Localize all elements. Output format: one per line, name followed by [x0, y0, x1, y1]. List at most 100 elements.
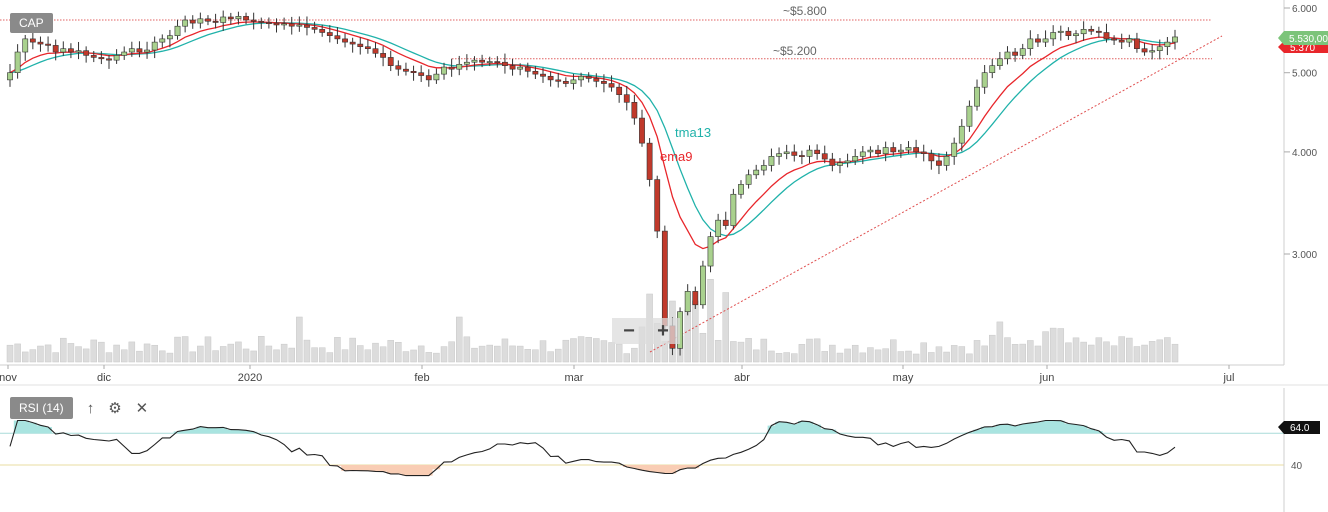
candle-body — [974, 86, 980, 107]
rsi-line — [9, 419, 1176, 477]
volume-bar — [67, 343, 75, 363]
volume-bar — [1019, 343, 1026, 363]
gear-icon[interactable]: ⚙ — [108, 399, 122, 417]
volume-bar — [783, 352, 790, 363]
volume-bar — [570, 338, 577, 363]
zoom-in-button[interactable]: + — [657, 319, 669, 342]
volume-bar — [600, 340, 608, 363]
candle — [1050, 25, 1057, 46]
volume-bar — [280, 343, 288, 363]
volume-bar — [288, 347, 295, 363]
candle-body — [715, 219, 722, 237]
candle-body — [326, 32, 333, 36]
candle — [859, 145, 866, 165]
candle — [45, 36, 51, 52]
candle-body — [951, 142, 958, 157]
candle — [913, 139, 920, 158]
candle-body — [753, 169, 760, 176]
candle — [265, 17, 272, 29]
candle — [1027, 30, 1034, 56]
candle-body — [304, 24, 310, 28]
candle-body — [1012, 51, 1018, 56]
candle — [562, 77, 569, 88]
candle-body — [844, 160, 851, 164]
volume-bar — [554, 348, 562, 363]
candle — [372, 42, 379, 58]
candle-body — [1134, 38, 1140, 49]
time-tick-label: dic — [97, 372, 112, 384]
volume-bar — [235, 341, 242, 363]
volume-bar — [166, 352, 174, 363]
candle — [471, 56, 478, 71]
candle-body — [357, 43, 364, 48]
candle-body — [22, 38, 29, 53]
candle — [243, 12, 249, 25]
candle-body — [220, 16, 227, 23]
candle-body — [867, 149, 874, 153]
candle — [593, 73, 600, 88]
volume-bar — [943, 351, 950, 363]
volume-bar — [357, 345, 364, 363]
candle-body — [852, 156, 859, 162]
candle-body — [387, 57, 394, 66]
candle-body — [814, 149, 821, 154]
volume-bar — [1103, 341, 1110, 363]
candle-body — [966, 105, 973, 127]
candle-body — [936, 160, 942, 166]
candle — [174, 19, 181, 40]
volume-bar — [425, 352, 433, 363]
candle-body — [1095, 30, 1102, 33]
volume-bar — [250, 350, 257, 363]
candle — [395, 60, 402, 76]
candle-body — [425, 75, 432, 81]
candle — [52, 39, 59, 61]
candle-body — [433, 73, 440, 81]
volume-bar — [174, 336, 181, 363]
candle-body — [646, 142, 653, 180]
candle — [760, 159, 767, 176]
candle — [83, 46, 90, 63]
candle — [403, 62, 409, 76]
volume-bar — [692, 300, 699, 363]
candle-body — [45, 43, 51, 46]
candle-body — [593, 78, 600, 82]
tma13-line — [9, 22, 1175, 237]
volume-bar — [1049, 327, 1057, 363]
candle-body — [296, 24, 303, 27]
volume-bar — [989, 334, 996, 363]
zoom-out-button[interactable]: − — [623, 319, 635, 342]
volume-bar — [440, 346, 448, 363]
candle-body — [684, 291, 691, 312]
arrow-up-icon[interactable]: ↑ — [86, 399, 95, 417]
candle-body — [692, 291, 699, 306]
candle-body — [258, 20, 265, 23]
volume-bar — [859, 352, 867, 363]
candle — [212, 13, 219, 29]
symbol-label[interactable]: CAP — [10, 13, 53, 33]
volume-bar — [851, 344, 859, 363]
candle-body — [707, 236, 714, 267]
volume-bar — [760, 338, 768, 363]
candle-body — [68, 48, 74, 53]
candle-body — [1080, 29, 1087, 35]
candle-body — [212, 20, 219, 23]
volume-bar — [242, 348, 250, 363]
candle-body — [364, 46, 371, 49]
volume-bar — [1164, 337, 1171, 363]
volume-bar — [1027, 340, 1034, 363]
candle — [326, 25, 333, 43]
candle-body — [570, 79, 577, 84]
volume-bar — [1171, 343, 1179, 363]
volume-bar — [326, 352, 334, 363]
rsi-label[interactable]: RSI (14) — [10, 397, 73, 419]
candle-body — [372, 48, 379, 54]
candle — [966, 100, 973, 132]
candle-body — [1027, 38, 1034, 49]
volume-bar — [1042, 331, 1049, 363]
candle-body — [616, 86, 623, 95]
volume-bar — [1148, 341, 1156, 363]
volume-bar — [410, 349, 417, 363]
price-tag-last-text: 5.530,00 — [1289, 34, 1328, 45]
volume-bar — [181, 336, 189, 363]
close-icon[interactable]: ✕ — [135, 399, 149, 417]
